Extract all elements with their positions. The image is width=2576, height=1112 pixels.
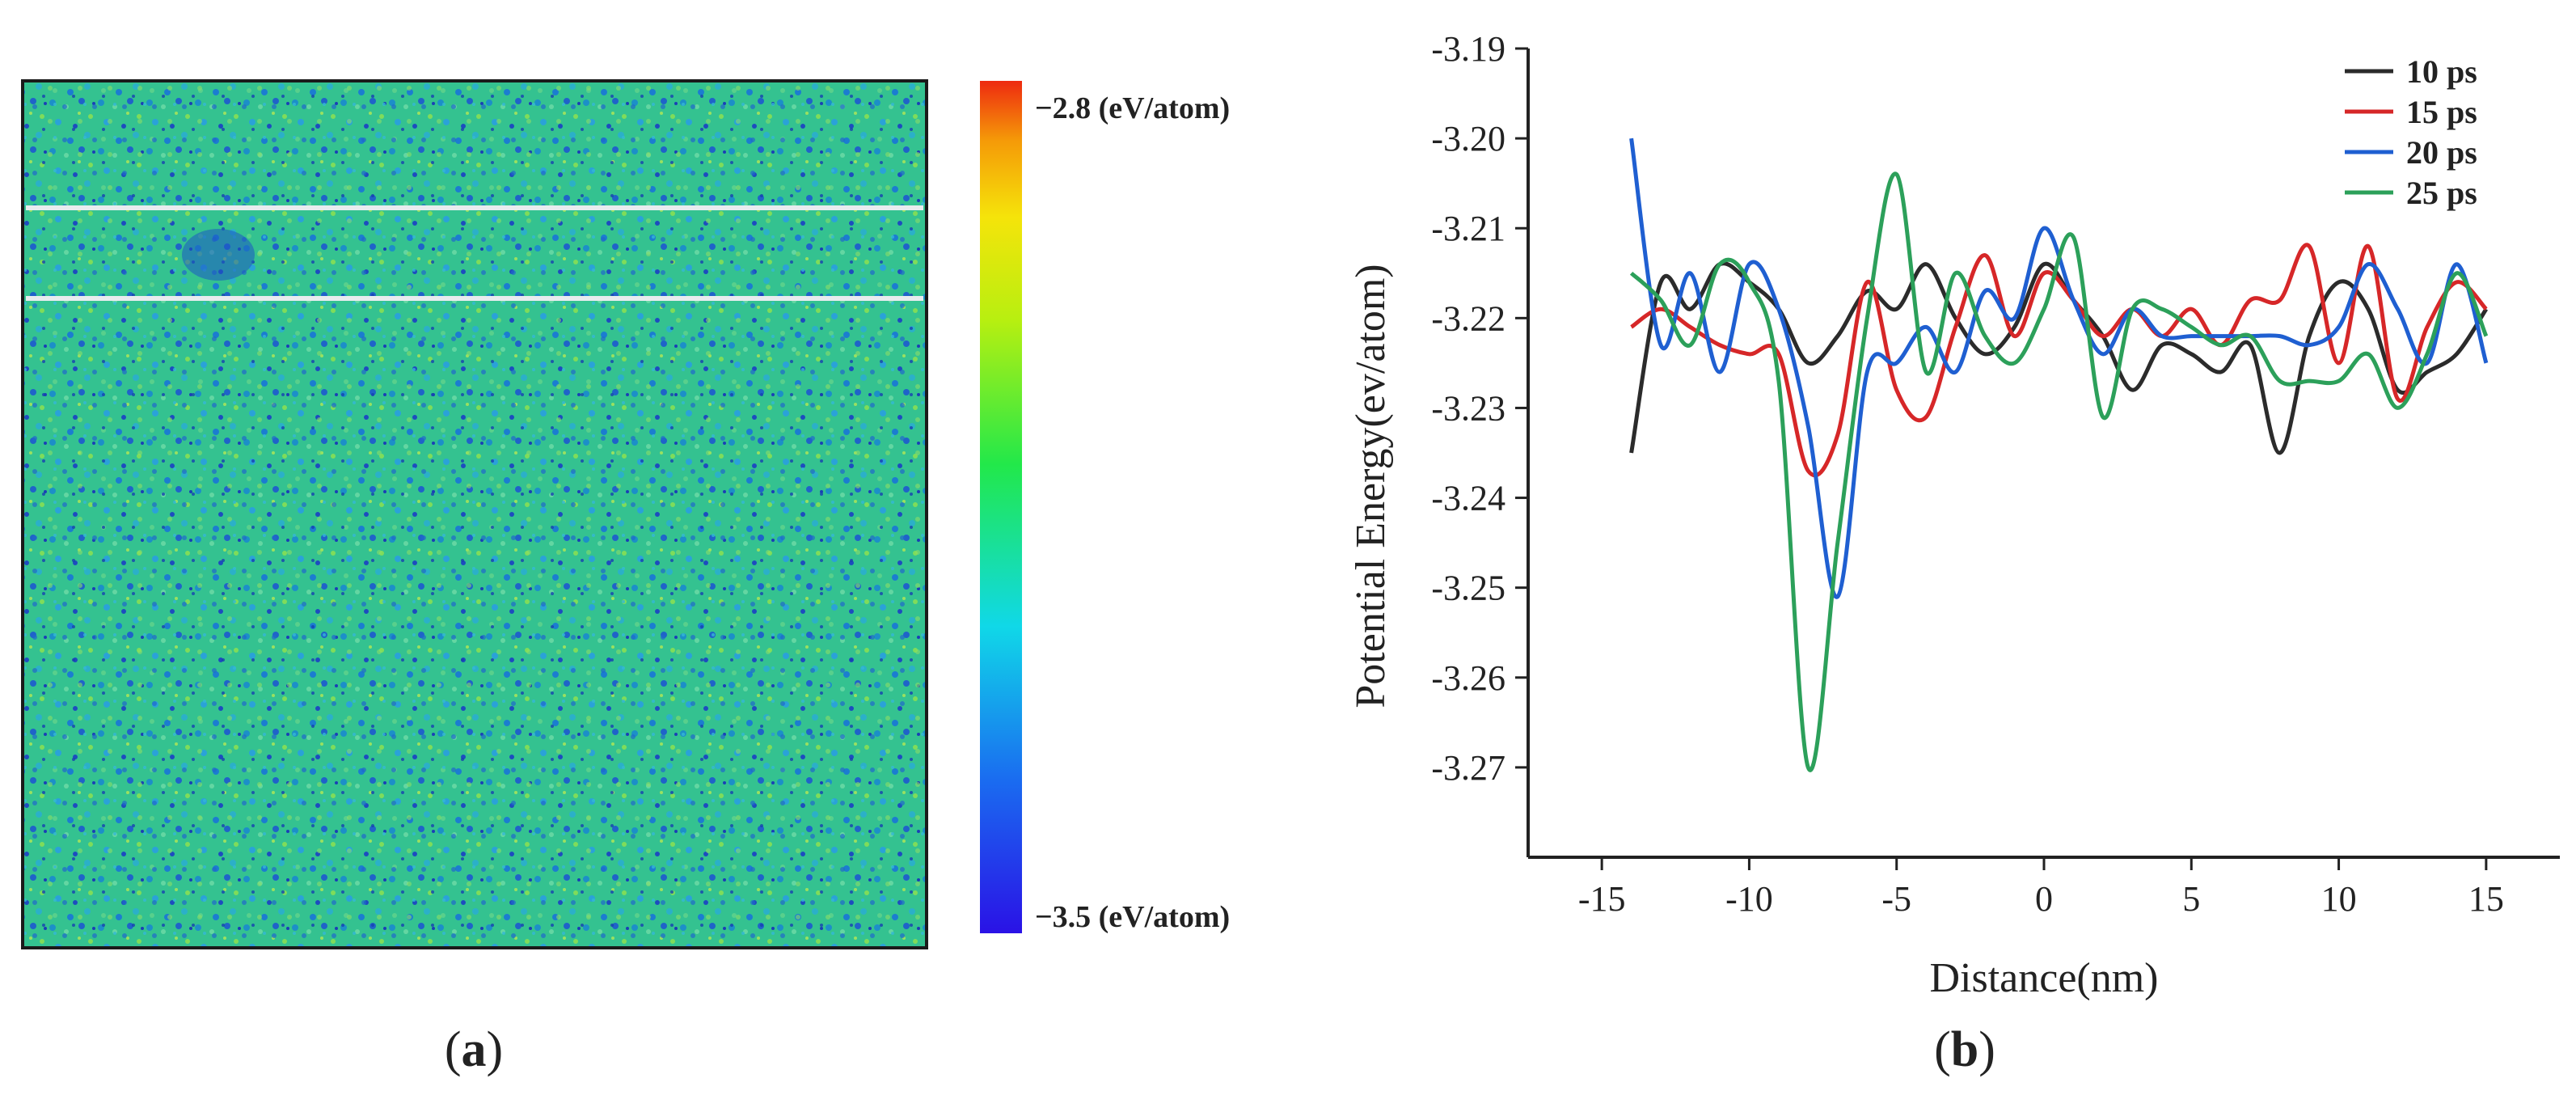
- y-tick-label: -3.21: [1431, 209, 1505, 248]
- energy-map-texture: [23, 81, 927, 948]
- legend-label: 10 ps: [2406, 53, 2477, 90]
- x-tick-label: 5: [2182, 879, 2200, 919]
- y-tick-label: -3.25: [1431, 569, 1505, 608]
- legend-label: 25 ps: [2406, 175, 2477, 211]
- y-tick-label: -3.19: [1431, 29, 1505, 69]
- y-tick-label: -3.20: [1431, 119, 1505, 159]
- legend-label: 20 ps: [2406, 134, 2477, 171]
- x-tick-label: -5: [1881, 879, 1911, 919]
- colorbar: −2.8 (eV/atom) −3.5 (eV/atom): [980, 81, 1230, 934]
- colorbar-min-label: −3.5 (eV/atom): [1035, 900, 1230, 934]
- panel-a-map: [21, 79, 928, 949]
- y-axis-label: Potential Energy(ev/atom): [1348, 264, 1394, 708]
- x-tick-label: -15: [1578, 879, 1626, 919]
- panel-b-chart: -15 -10 -5 0 5 10 15 -3.19 -3.20 -3.21 -3.22 -3.23 -…: [1348, 29, 2560, 1001]
- colorbar-max-label: −2.8 (eV/atom): [1035, 91, 1230, 125]
- x-axis-label: Distance(nm): [1929, 955, 2158, 1001]
- y-tick-label: -3.22: [1431, 298, 1505, 338]
- y-tick-label: -3.24: [1431, 479, 1505, 518]
- legend-label: 15 ps: [2406, 94, 2477, 130]
- x-tick-label: 15: [2468, 879, 2504, 919]
- y-tick-label: -3.27: [1431, 748, 1505, 788]
- panel-a-label: (a): [445, 1022, 503, 1077]
- colorbar-gradient: [980, 81, 1022, 933]
- panel-b-label: (b): [1934, 1022, 1995, 1077]
- defect-cluster: [182, 229, 255, 281]
- y-tick-label: -3.26: [1431, 658, 1505, 698]
- y-tick-label: -3.23: [1431, 388, 1505, 428]
- legend: 10 ps 15 ps 20 ps 25 ps: [2345, 53, 2477, 211]
- x-tick-label: -10: [1725, 879, 1773, 919]
- series-line-25ps: [1629, 171, 2489, 772]
- map-border: [21, 79, 928, 949]
- x-tick-label: 10: [2321, 879, 2357, 919]
- series-line-20ps: [1629, 137, 2489, 599]
- x-tick-label: 0: [2035, 879, 2053, 919]
